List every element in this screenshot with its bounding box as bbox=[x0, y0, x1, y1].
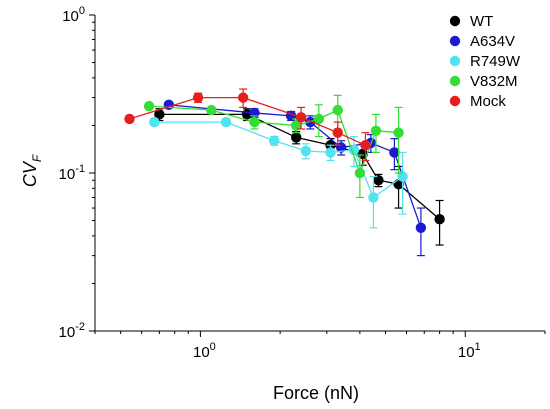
data-point bbox=[249, 116, 260, 128]
legend-marker bbox=[449, 35, 461, 47]
legend-label: R749W bbox=[470, 53, 521, 70]
legend-label: WT bbox=[470, 13, 493, 30]
data-point bbox=[237, 92, 249, 103]
data-point bbox=[124, 113, 135, 125]
data-point bbox=[291, 120, 302, 131]
data-point bbox=[269, 135, 280, 146]
data-point bbox=[360, 139, 371, 151]
series-line-r749w bbox=[154, 121, 403, 199]
data-point bbox=[389, 147, 400, 158]
data-point bbox=[143, 100, 155, 112]
legend-marker bbox=[449, 15, 461, 27]
x-tick-label: 100 bbox=[193, 341, 216, 361]
data-point bbox=[368, 192, 379, 203]
y-axis-title: CVF bbox=[20, 154, 44, 187]
y-tick-label: 10-2 bbox=[59, 321, 85, 341]
legend-label: A634V bbox=[470, 33, 515, 50]
data-point bbox=[370, 125, 382, 136]
y-axis-title-main: CV bbox=[20, 160, 40, 187]
data-point bbox=[373, 175, 384, 186]
data-point bbox=[434, 214, 445, 225]
data-point bbox=[295, 112, 307, 123]
y-tick-label: 10-1 bbox=[59, 163, 85, 183]
legend-label: V832M bbox=[470, 73, 518, 90]
series-layer bbox=[124, 88, 445, 257]
data-point bbox=[354, 167, 366, 179]
axes-layer: 100 10-1 10-2 100 101 bbox=[59, 5, 546, 361]
legend-marker bbox=[449, 55, 461, 67]
legend-marker bbox=[449, 95, 461, 107]
data-point bbox=[154, 109, 165, 120]
data-point bbox=[192, 92, 204, 103]
data-point bbox=[206, 104, 217, 116]
y-axis-title-subscript: F bbox=[30, 154, 44, 162]
series-wt bbox=[154, 108, 445, 246]
data-point bbox=[325, 147, 336, 158]
x-tick-label: 101 bbox=[458, 341, 481, 361]
series-a634v bbox=[163, 99, 427, 257]
data-point bbox=[397, 171, 408, 182]
series-v832m bbox=[143, 94, 404, 199]
data-point bbox=[220, 116, 232, 128]
data-point bbox=[291, 132, 302, 143]
legend: WT A634V R749W V832M Mock bbox=[449, 13, 521, 110]
legend-label: Mock bbox=[470, 93, 506, 110]
series-r749w bbox=[149, 116, 408, 229]
legend-marker bbox=[449, 75, 461, 87]
x-axis-title: Force (nN) bbox=[273, 383, 359, 403]
data-point bbox=[332, 127, 343, 138]
data-point bbox=[149, 116, 160, 128]
series-mock bbox=[124, 88, 371, 162]
data-point bbox=[332, 104, 343, 116]
y-tick-label: 100 bbox=[62, 5, 85, 25]
data-point bbox=[393, 127, 404, 138]
data-point bbox=[300, 145, 312, 157]
data-point bbox=[313, 113, 325, 125]
data-point bbox=[415, 222, 427, 233]
